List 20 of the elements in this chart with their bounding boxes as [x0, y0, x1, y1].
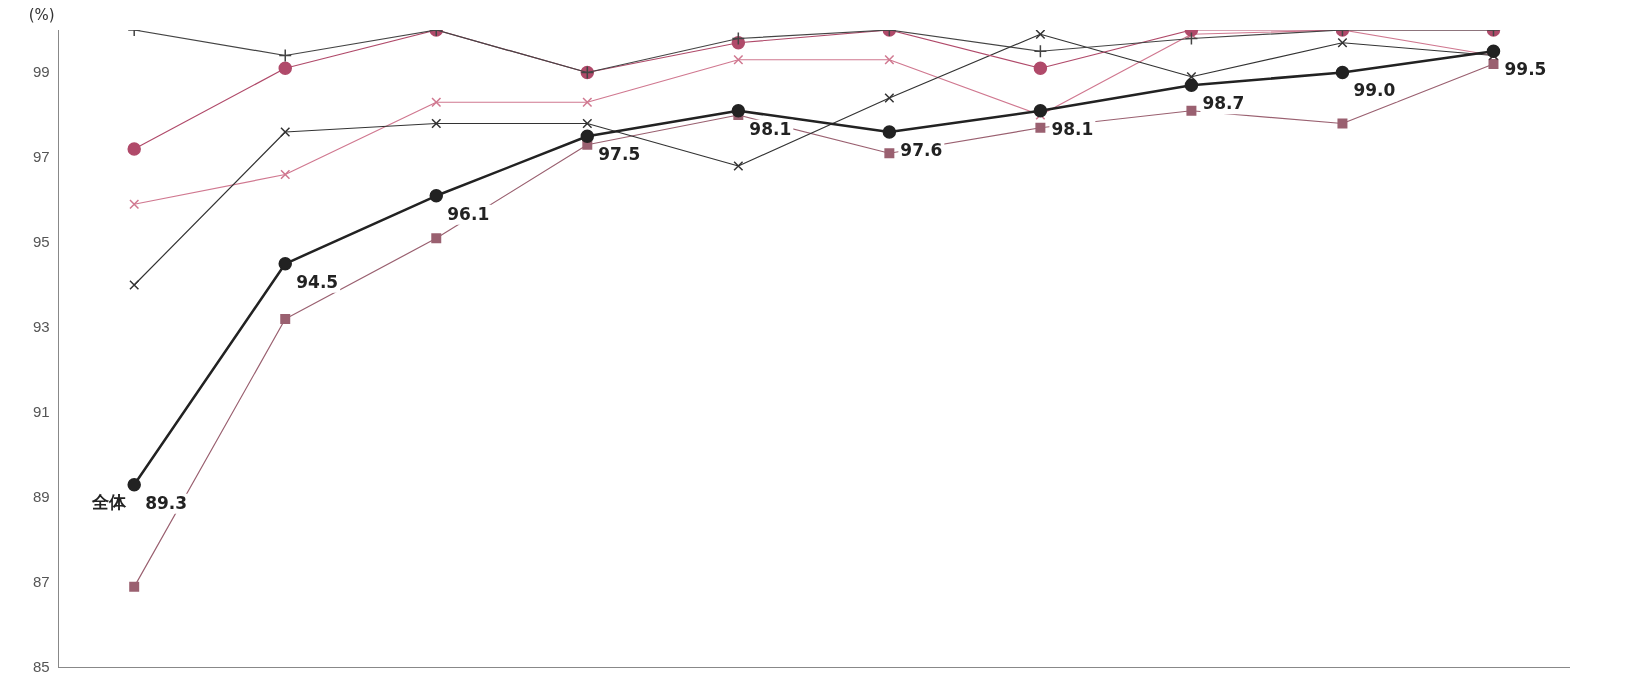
- y-tick-label: 87: [33, 572, 50, 590]
- data-label: 97.5: [598, 144, 641, 165]
- data-label: 96.1: [447, 203, 490, 224]
- y-tick-label: 89: [33, 487, 50, 505]
- y-tick-label: 93: [33, 317, 50, 335]
- y-tick-label: 91: [33, 402, 50, 420]
- data-label: 98.7: [1202, 93, 1245, 114]
- data-label: 89.3: [145, 492, 188, 513]
- data-label: 99.5: [1504, 59, 1547, 80]
- data-label: 98.1: [749, 118, 792, 139]
- y-tick-label: 95: [33, 232, 50, 250]
- y-axis-title: (%): [28, 6, 55, 25]
- series-label: 全体: [91, 491, 128, 512]
- data-label: 94.5: [296, 271, 339, 292]
- data-label: 97.6: [900, 139, 943, 160]
- data-label: 99.0: [1353, 80, 1396, 101]
- y-tick-label: 85: [33, 657, 50, 675]
- y-tick-label: 99: [33, 62, 50, 80]
- y-tick-label: 97: [33, 147, 50, 165]
- data-label: 98.1: [1051, 118, 1094, 139]
